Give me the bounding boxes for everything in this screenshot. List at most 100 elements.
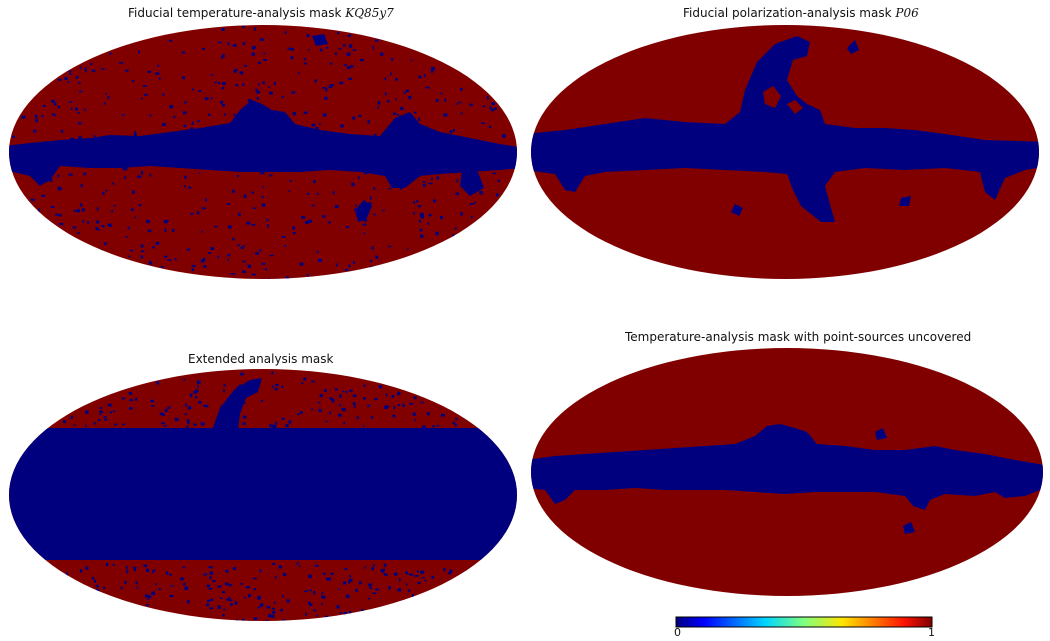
point-source-hole [291, 226, 296, 230]
point-source-hole [248, 140, 250, 144]
point-source-hole [183, 378, 186, 381]
point-source-hole [435, 231, 439, 236]
point-source-hole [151, 592, 154, 595]
point-source-hole [397, 588, 401, 592]
point-source-hole [149, 173, 152, 177]
point-source-hole [284, 31, 287, 34]
point-source-hole [401, 129, 405, 132]
point-source-hole [196, 211, 200, 215]
mollweide-map-polarization [531, 25, 1039, 279]
point-source-hole [64, 77, 68, 80]
point-source-hole [470, 216, 473, 219]
point-source-hole [53, 102, 57, 106]
point-source-hole [225, 416, 230, 419]
point-source-hole [479, 163, 482, 167]
point-source-hole [263, 52, 266, 55]
mollweide-map-extended [9, 369, 517, 621]
mask-blob-2 [899, 196, 911, 206]
point-source-hole [196, 380, 201, 384]
point-source-hole [450, 170, 453, 173]
point-source-hole [363, 232, 366, 235]
point-source-hole [271, 158, 276, 162]
point-source-hole [367, 138, 371, 141]
point-source-hole [427, 222, 429, 225]
point-source-hole [260, 603, 264, 607]
point-source-hole [258, 167, 260, 170]
point-source-hole [85, 566, 89, 570]
point-source-hole [359, 581, 362, 585]
point-source-hole [286, 599, 290, 603]
point-source-hole [200, 422, 205, 426]
point-source-hole [112, 182, 115, 185]
point-source-hole [79, 66, 82, 69]
point-source-hole [186, 248, 191, 251]
point-source-hole [315, 164, 319, 167]
point-source-hole [495, 193, 499, 197]
point-source-hole [490, 108, 495, 112]
point-source-hole [318, 258, 322, 262]
point-source-hole [325, 420, 328, 423]
point-source-hole [281, 95, 285, 98]
point-source-hole [430, 70, 434, 73]
point-source-hole [369, 260, 373, 262]
point-source-hole [187, 406, 192, 410]
point-source-hole [339, 612, 342, 614]
point-source-hole [492, 172, 497, 175]
point-source-hole [132, 566, 137, 569]
point-source-hole [124, 581, 127, 584]
point-source-hole [515, 159, 517, 161]
point-source-hole [212, 161, 215, 165]
point-source-hole [332, 191, 335, 195]
point-source-hole [208, 566, 213, 569]
point-source-hole [109, 52, 112, 55]
point-source-hole [251, 191, 254, 194]
point-source-hole [35, 118, 38, 123]
point-source-hole [187, 421, 190, 425]
point-source-hole [303, 590, 308, 593]
point-source-hole [102, 192, 105, 195]
point-source-hole [256, 90, 261, 94]
point-source-hole [83, 172, 87, 176]
point-source-hole [169, 39, 173, 42]
point-source-hole [222, 164, 226, 167]
point-source-hole [336, 605, 340, 609]
point-source-hole [182, 76, 185, 80]
point-source-hole [60, 129, 64, 133]
point-source-hole [243, 402, 246, 405]
point-source-hole [328, 85, 333, 88]
point-source-hole [128, 255, 131, 258]
galactic-plane-mask [531, 36, 1039, 222]
point-source-hole [204, 97, 209, 101]
point-source-hole [428, 182, 433, 185]
point-source-hole [183, 111, 187, 115]
point-source-hole [497, 179, 500, 182]
point-source-hole [283, 245, 287, 247]
point-source-hole [136, 586, 139, 589]
point-source-hole [309, 589, 312, 592]
point-source-hole [41, 194, 45, 198]
point-source-hole [377, 106, 379, 109]
point-source-hole [287, 156, 291, 160]
point-source-hole [452, 166, 456, 169]
point-source-hole [364, 566, 366, 569]
point-source-hole [261, 203, 266, 207]
point-source-hole [99, 410, 103, 414]
point-source-hole [318, 408, 322, 412]
point-source-hole [90, 63, 93, 65]
point-source-hole [228, 597, 231, 599]
point-source-hole [242, 260, 246, 263]
point-source-hole [225, 582, 229, 586]
point-source-hole [160, 266, 164, 268]
point-source-hole [413, 111, 417, 114]
map-panel-no-point-sources: Temperature-analysis mask with point-sou… [525, 320, 1050, 641]
point-source-hole [291, 91, 295, 94]
point-source-hole [371, 567, 375, 571]
point-source-hole [299, 411, 303, 414]
point-source-hole [87, 221, 90, 224]
point-source-hole [325, 615, 329, 619]
point-source-hole [231, 238, 235, 241]
point-source-hole [431, 67, 435, 71]
point-source-hole [322, 215, 326, 218]
point-source-hole [363, 397, 366, 400]
point-source-hole [384, 405, 389, 409]
